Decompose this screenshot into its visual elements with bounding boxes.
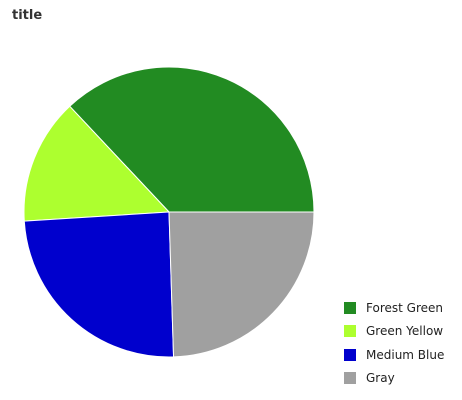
- legend-item-green-yellow: Green Yellow: [344, 324, 444, 338]
- pie-slice-green-yellow: [23, 105, 171, 222]
- chart-title: title: [12, 8, 43, 23]
- pie-slices: [23, 66, 315, 358]
- legend-swatch-medium-blue: [344, 348, 356, 361]
- legend-label: Green Yellow: [366, 324, 444, 338]
- legend-item-medium-blue: Medium Blue: [344, 347, 445, 362]
- pie-slice-gray: [168, 211, 315, 358]
- legend-label: Forest Green: [366, 300, 443, 315]
- legend-swatch-gray: [344, 372, 356, 384]
- legend-swatch-forest-green: [344, 301, 356, 314]
- legend: Forest Green Green Yellow Medium Blue Gr…: [344, 301, 444, 395]
- legend-label: Medium Blue: [366, 347, 445, 362]
- legend-item-forest-green: Forest Green: [344, 300, 444, 315]
- pie-slice-medium-blue: [23, 211, 175, 358]
- pie-slice-forest-green: [69, 66, 315, 213]
- legend-swatch-green-yellow: [344, 325, 356, 337]
- legend-item-gray: Gray: [344, 371, 444, 385]
- legend-label: Gray: [366, 371, 395, 385]
